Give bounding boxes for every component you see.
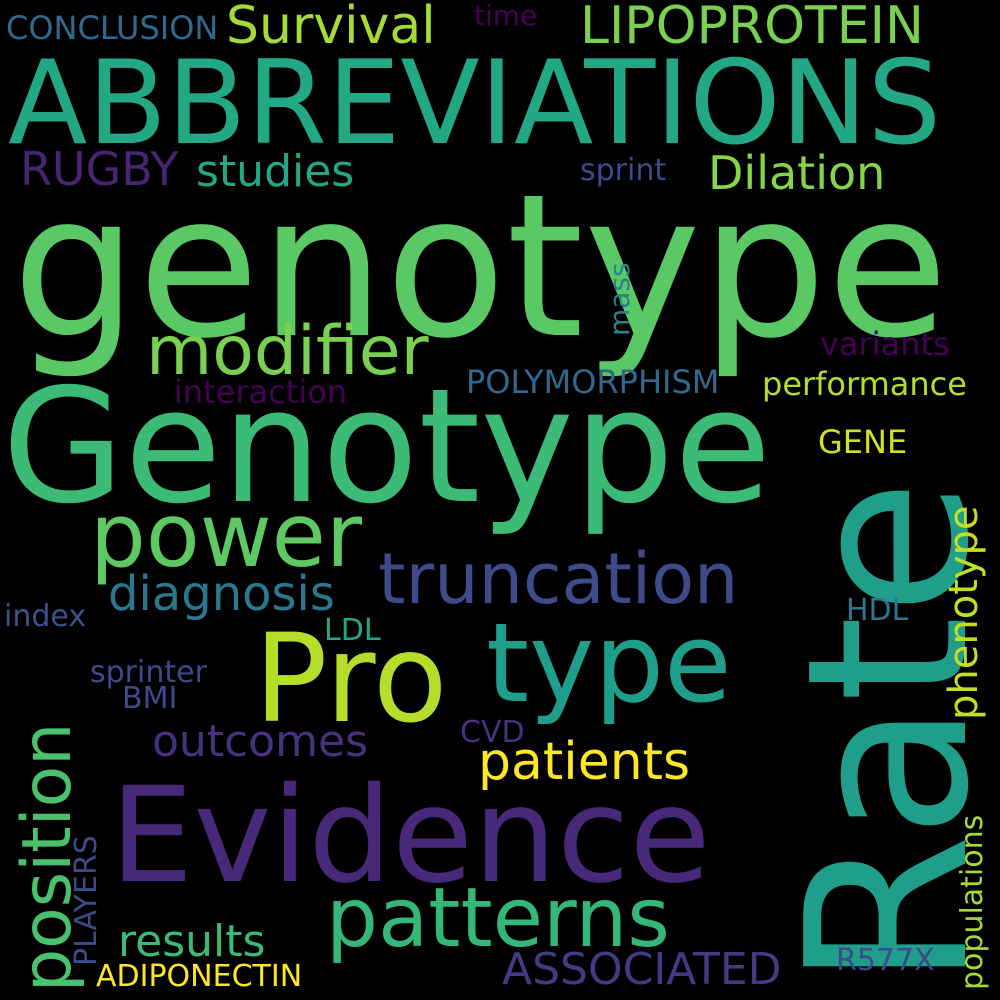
word-ABBREVIATIONS: ABBREVIATIONS: [8, 36, 942, 171]
word-performance: performance: [762, 365, 967, 403]
word-sprint: sprint: [580, 153, 667, 188]
word-Evidence: Evidence: [110, 759, 711, 913]
word-variants: variants: [820, 325, 950, 363]
word-R577X: R577X: [836, 943, 935, 978]
word-GENE: GENE: [818, 423, 908, 461]
word-CONCLUSION: CONCLUSION: [6, 9, 219, 47]
word-type: type: [486, 599, 732, 727]
word-ASSOCIATED: ASSOCIATED: [502, 944, 782, 995]
word-POLYMORPHISM: POLYMORPHISM: [466, 363, 720, 401]
word-populations: populations: [955, 814, 990, 990]
word-truncation: truncation: [378, 538, 739, 620]
word-LDL: LDL: [324, 613, 381, 648]
word-outcomes: outcomes: [152, 716, 369, 767]
word-CVD: CVD: [460, 715, 525, 750]
word-LIPOPROTEIN: LIPOPROTEIN: [580, 0, 924, 56]
word-index: index: [4, 599, 87, 634]
word-interaction: interaction: [174, 373, 348, 411]
word-PLAYERS: PLAYERS: [69, 835, 104, 966]
word-Genotype: Genotype: [2, 355, 772, 539]
word-diagnosis: diagnosis: [108, 566, 335, 622]
word-Dilation: Dilation: [708, 146, 886, 200]
word-modifier: modifier: [146, 312, 429, 391]
word-genotype: genotype: [12, 151, 949, 382]
word-ADIPONECTIN: ADIPONECTIN: [96, 959, 303, 994]
word-HDL: HDL: [846, 593, 909, 628]
word-power: power: [90, 484, 362, 587]
word-RUGBY: RUGBY: [20, 142, 179, 196]
word-mass: mass: [603, 262, 636, 336]
word-Survival: Survival: [226, 0, 436, 56]
word-Pro: Pro: [254, 608, 448, 750]
word-patterns: patterns: [326, 871, 671, 966]
word-sprinter: sprinter: [90, 655, 207, 690]
word-phenotype: phenotype: [941, 505, 987, 720]
word-results: results: [118, 916, 266, 967]
word-time: time: [474, 0, 538, 32]
word-BMI: BMI: [122, 681, 178, 716]
word-patients: patients: [478, 732, 691, 792]
word-studies: studies: [196, 146, 355, 197]
